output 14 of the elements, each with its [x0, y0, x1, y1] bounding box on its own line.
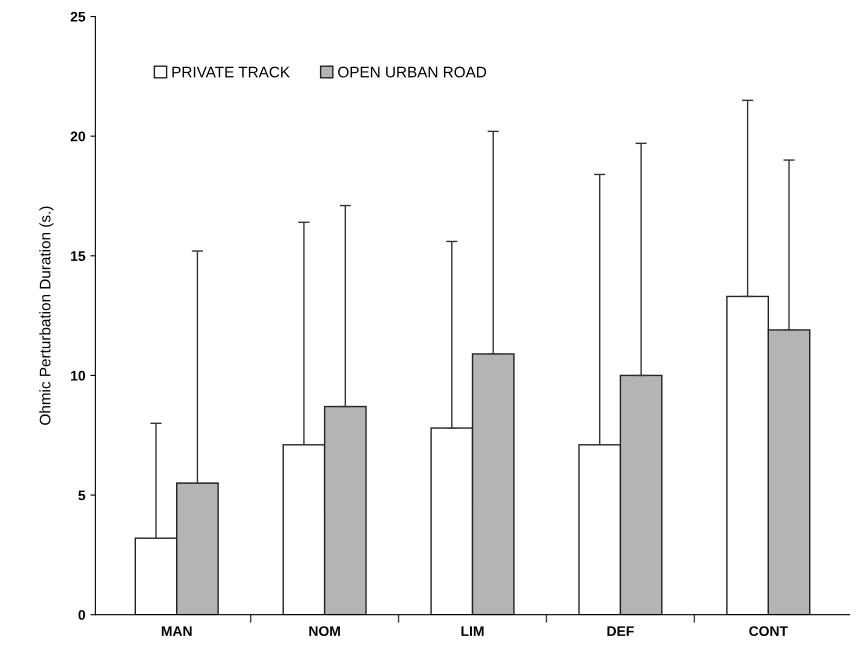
y-tick-label: 10	[71, 370, 86, 381]
x-tick-label: CONT	[749, 626, 788, 636]
x-tick-label: NOM	[309, 626, 340, 636]
legend-label: OPEN URBAN ROAD	[338, 66, 486, 78]
y-tick-label: 5	[78, 490, 86, 500]
y-tick-label: 25	[70, 12, 86, 22]
legend-label: PRIVATE TRACK	[172, 66, 290, 78]
y-tick-label: 20	[70, 132, 86, 142]
y-axis-title: Ohmic Perturbation Duration (s.)	[39, 206, 54, 425]
x-tick-label: DEF	[607, 626, 634, 636]
y-tick-label: 15	[71, 251, 86, 261]
y-tick-label: 0	[78, 610, 86, 620]
x-tick-label: LIM	[461, 626, 484, 636]
x-tick-label: MAN	[162, 626, 192, 636]
